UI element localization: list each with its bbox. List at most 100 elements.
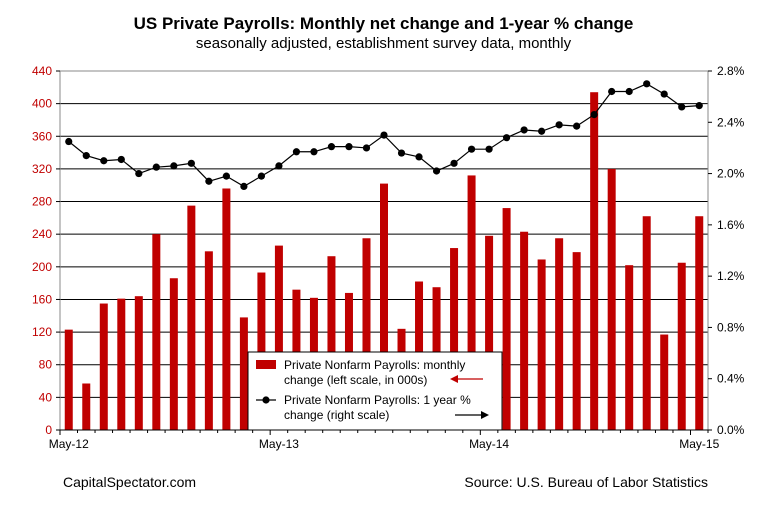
right-tick-label: 2.8% — [717, 64, 745, 78]
bar — [537, 259, 546, 430]
bar — [152, 234, 161, 430]
chart-title: US Private Payrolls: Monthly net change … — [133, 14, 634, 33]
line-point — [345, 143, 353, 151]
bar — [117, 298, 126, 430]
line-point — [380, 131, 388, 139]
line-point — [538, 127, 546, 135]
line-point — [240, 182, 248, 190]
x-tick-label: May-13 — [259, 437, 299, 451]
bar — [204, 251, 213, 430]
bar — [222, 188, 231, 430]
line-point — [397, 149, 406, 157]
line-point — [170, 162, 178, 170]
line-point — [590, 110, 598, 119]
left-tick-label: 0 — [45, 423, 52, 437]
line-point — [187, 159, 195, 167]
line-point — [432, 167, 441, 175]
right-tick-label: 2.0% — [717, 167, 745, 181]
bar — [520, 231, 529, 430]
legend-arrowhead-left — [450, 375, 458, 383]
right-tick-label: 0.4% — [717, 372, 745, 386]
left-tick-label: 320 — [32, 162, 52, 176]
left-tick-label: 240 — [32, 227, 52, 241]
line-point — [65, 137, 73, 146]
legend-label-bar: change (left scale, in 000s) — [284, 373, 427, 387]
bar — [695, 216, 704, 430]
line-point — [222, 172, 230, 180]
bar — [590, 92, 599, 431]
left-tick-label: 120 — [32, 325, 52, 339]
line-point — [415, 153, 423, 161]
line-series — [65, 80, 703, 190]
bar — [239, 317, 248, 430]
legend-arrowhead-right — [481, 411, 489, 419]
bar — [327, 256, 336, 430]
line-point — [695, 102, 703, 110]
bar — [572, 252, 581, 430]
bar — [362, 238, 371, 430]
line-point — [135, 169, 143, 178]
bar — [607, 168, 616, 430]
legend-label-line: Private Nonfarm Payrolls: 1 year % — [284, 393, 471, 407]
legend-box — [247, 351, 503, 431]
x-tick-label: May-12 — [49, 437, 89, 451]
bar — [257, 272, 266, 430]
x-tick-label: May-15 — [679, 437, 719, 451]
left-tick-label: 160 — [32, 292, 52, 306]
line-point — [257, 172, 266, 180]
left-tick-label: 360 — [32, 129, 52, 143]
bar — [625, 265, 634, 430]
line-point — [450, 159, 458, 167]
line-point — [100, 157, 108, 165]
line-point — [502, 134, 511, 142]
legend: Private Nonfarm Payrolls: monthlychange … — [247, 351, 503, 431]
bar — [485, 235, 494, 430]
bar — [450, 248, 459, 430]
left-tick-label: 400 — [32, 97, 52, 111]
line-point — [608, 87, 616, 96]
left-tick-label: 80 — [39, 358, 53, 372]
right-tick-label: 2.4% — [717, 115, 745, 129]
bar — [82, 383, 91, 430]
right-tick-label: 1.6% — [717, 218, 745, 232]
line-point — [362, 144, 371, 152]
line-point — [205, 177, 213, 185]
line-point — [292, 148, 301, 156]
line-point — [660, 90, 668, 98]
line-point — [117, 155, 125, 164]
legend-label-bar: Private Nonfarm Payrolls: monthly — [284, 358, 465, 372]
line-point — [625, 87, 633, 96]
x-tick-label: May-14 — [469, 437, 509, 451]
line-point — [152, 163, 160, 171]
line-point — [467, 145, 476, 153]
left-tick-label: 440 — [32, 64, 52, 78]
line-point — [643, 80, 651, 88]
line-point — [555, 121, 563, 129]
right-tick-label: 0.0% — [717, 423, 745, 437]
chart-subtitle: seasonally adjusted, establishment surve… — [195, 35, 572, 52]
left-tick-label: 200 — [32, 260, 52, 274]
bar — [677, 262, 686, 430]
right-tick-label: 0.8% — [717, 320, 745, 334]
legend-swatch-marker — [262, 396, 270, 404]
bar — [99, 303, 108, 430]
left-tick-label: 280 — [32, 195, 52, 209]
footer-site: CapitalSpectator.com — [63, 474, 197, 490]
line-point — [275, 162, 283, 170]
line-point — [310, 148, 318, 156]
legend-label-line: change (right scale) — [284, 408, 389, 422]
bar — [187, 205, 196, 430]
bar — [169, 278, 178, 430]
line-point — [82, 152, 90, 160]
line-point — [485, 145, 493, 153]
right-tick-label: 1.2% — [717, 269, 745, 283]
bar — [660, 334, 669, 430]
line-point — [573, 122, 581, 130]
bar — [134, 296, 143, 430]
bar — [467, 175, 476, 430]
line-point — [678, 103, 686, 111]
bar — [642, 216, 651, 430]
bar — [64, 329, 73, 430]
legend-swatch-bar — [256, 360, 276, 369]
bar — [555, 238, 564, 430]
